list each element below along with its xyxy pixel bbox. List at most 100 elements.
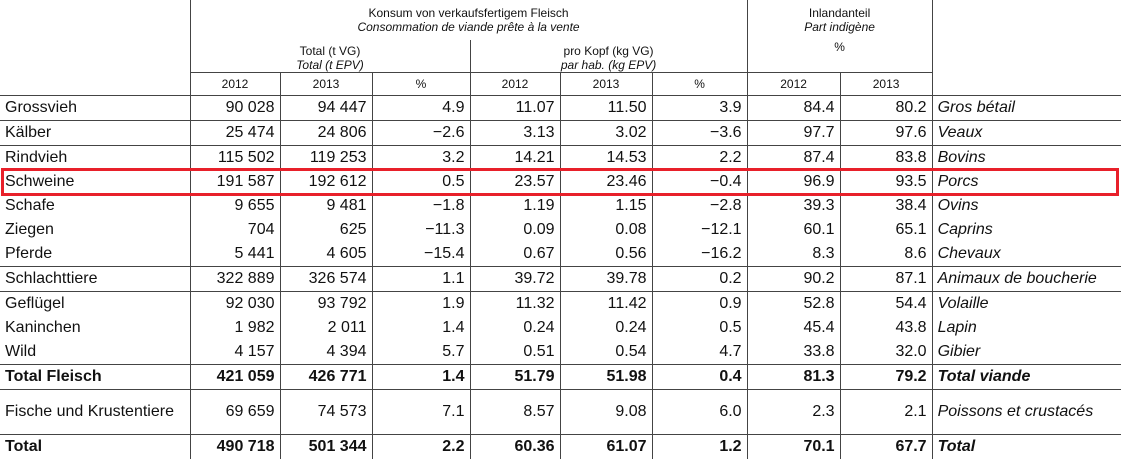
row-label-fr: Total bbox=[931, 434, 1121, 459]
cell: 1.15 bbox=[559, 194, 652, 218]
row-label: Wild bbox=[5, 343, 37, 360]
row-label: Pferde bbox=[5, 245, 53, 262]
cell: 74 573 bbox=[279, 389, 372, 435]
row-label: Total bbox=[0, 434, 190, 459]
cell: 192 612 bbox=[279, 170, 372, 194]
cell: 2.1 bbox=[839, 389, 933, 435]
row-label-fr: Animaux de boucherie bbox=[931, 266, 1121, 292]
cell: 0.5 bbox=[371, 170, 470, 194]
cell: 32.0 bbox=[839, 340, 933, 365]
cell: 65.1 bbox=[839, 218, 933, 242]
cell: 45.4 bbox=[746, 316, 841, 340]
cell: 3.2 bbox=[371, 145, 470, 170]
cell: 90.2 bbox=[746, 266, 841, 292]
highlight-box bbox=[1, 168, 1119, 196]
cell: 8.6 bbox=[839, 242, 933, 267]
blank bbox=[0, 0, 190, 96]
header-fr: Total (t EPV) bbox=[296, 58, 364, 72]
cell: 625 bbox=[279, 218, 372, 242]
blank bbox=[931, 0, 1121, 96]
row-label: Grossvieh bbox=[5, 99, 78, 116]
header-de: Total (t VG) bbox=[299, 44, 361, 58]
cell: −11.3 bbox=[371, 218, 470, 242]
cell: 2 011 bbox=[279, 316, 372, 340]
cell: 421 059 bbox=[189, 364, 280, 390]
cell: 54.4 bbox=[839, 291, 933, 316]
cell: 5.7 bbox=[371, 340, 470, 365]
cell: 191 587 bbox=[189, 170, 280, 194]
cell: 0.5 bbox=[651, 316, 748, 340]
cell: 0.24 bbox=[469, 316, 560, 340]
cell: 39.3 bbox=[746, 194, 841, 218]
row-label: Rindvieh bbox=[0, 145, 190, 170]
cell: 38.4 bbox=[839, 194, 933, 218]
table-row: Grossvieh 90 028 94 447 4.9 11.07 11.50 3.9 84.… bbox=[0, 95, 1121, 121]
row-label-fr: Gibier bbox=[931, 340, 1121, 365]
cell: 1.4 bbox=[371, 364, 470, 390]
cell: 1.4 bbox=[371, 316, 470, 340]
row-label-fr: Porcs bbox=[931, 170, 1121, 194]
cell: 70.1 bbox=[746, 434, 841, 459]
table-row: Total Fleisch 421 059 426 771 1.4 51.79 51.98… bbox=[0, 364, 1121, 390]
cell: 4.9 bbox=[371, 95, 470, 121]
cell: 93 792 bbox=[279, 291, 372, 316]
cell: 1.2 bbox=[651, 434, 748, 459]
cell: 490 718 bbox=[189, 434, 280, 459]
header-de: Konsum von verkaufsfertigem Fleisch bbox=[368, 6, 569, 20]
cell: −16.2 bbox=[651, 242, 748, 267]
cell: −2.6 bbox=[371, 120, 470, 146]
cell: 97.7 bbox=[746, 120, 841, 146]
cell: 115 502 bbox=[189, 145, 280, 170]
header-fr: par hab. (kg EPV) bbox=[560, 58, 657, 72]
column-header: 2013 bbox=[839, 72, 933, 96]
cell: 11.42 bbox=[559, 291, 652, 316]
cell: −1.8 bbox=[371, 194, 470, 218]
row-label-fr: Lapin bbox=[931, 316, 1121, 340]
cell: 0.09 bbox=[469, 218, 560, 242]
row-label-fr: Caprins bbox=[931, 218, 1121, 242]
row-label-fr: Volaille bbox=[931, 291, 1121, 316]
group-header: Inlandanteil Part indigène bbox=[746, 0, 933, 40]
meat-table: Konsum von verkaufsfertigem Fleisch Conso… bbox=[0, 0, 1121, 459]
cell: −0.4 bbox=[651, 170, 748, 194]
cell: 61.07 bbox=[559, 434, 652, 459]
column-header: % bbox=[371, 72, 470, 96]
column-header: 2013 bbox=[559, 72, 652, 96]
cell: −15.4 bbox=[371, 242, 470, 267]
header-de: Inlandanteil bbox=[808, 6, 871, 20]
cell: 4 605 bbox=[279, 242, 372, 267]
row-label-fr: Ovins bbox=[931, 194, 1121, 218]
cell: 83.8 bbox=[839, 145, 933, 170]
sub-header: pro Kopf (kg VG) par hab. (kg EPV) bbox=[469, 40, 748, 73]
header-de: pro Kopf (kg VG) bbox=[563, 44, 654, 58]
row-label: Schafe bbox=[5, 197, 55, 214]
row-label: Kaninchen bbox=[5, 319, 81, 336]
table-row: Kaninchen 1 982 2 011 1.4 0.24 0.24 0.5 45.4 43.… bbox=[0, 316, 1121, 340]
cell: 0.67 bbox=[469, 242, 560, 267]
table-row: Wild 4 157 4 394 5.7 0.51 0.54 4.7 33.8 32.0 Gibi… bbox=[0, 340, 1121, 365]
cell: 39.78 bbox=[559, 266, 652, 292]
row-label: Schlachttiere bbox=[0, 266, 190, 292]
row-label: Kälber bbox=[0, 120, 190, 146]
table-header: Konsum von verkaufsfertigem Fleisch Conso… bbox=[0, 0, 1121, 96]
cell: 14.53 bbox=[559, 145, 652, 170]
cell: −3.6 bbox=[651, 120, 748, 146]
table-row: Schafe 9 655 9 481 −1.8 1.19 1.15 −2.8 39.3 38.4… bbox=[0, 194, 1121, 218]
row-label: Total Fleisch bbox=[0, 364, 190, 390]
cell: 0.2 bbox=[651, 266, 748, 292]
cell: 1.9 bbox=[371, 291, 470, 316]
header-fr: Consommation de viande prête à la vente bbox=[357, 20, 580, 34]
column-header: 2012 bbox=[469, 72, 560, 96]
cell: 67.7 bbox=[839, 434, 933, 459]
cell: 119 253 bbox=[279, 145, 372, 170]
cell: 9 655 bbox=[189, 194, 280, 218]
cell: 9.08 bbox=[559, 389, 652, 435]
cell: 51.79 bbox=[469, 364, 560, 390]
cell: 94 447 bbox=[279, 95, 372, 121]
row-label-fr: Bovins bbox=[931, 145, 1121, 170]
cell: 79.2 bbox=[839, 364, 933, 390]
cell: 0.24 bbox=[559, 316, 652, 340]
cell: 11.32 bbox=[469, 291, 560, 316]
cell: 11.07 bbox=[469, 95, 560, 121]
table-row: Schweine 191 587 192 612 0.5 23.57 23.46 −0.4 9… bbox=[0, 170, 1121, 194]
